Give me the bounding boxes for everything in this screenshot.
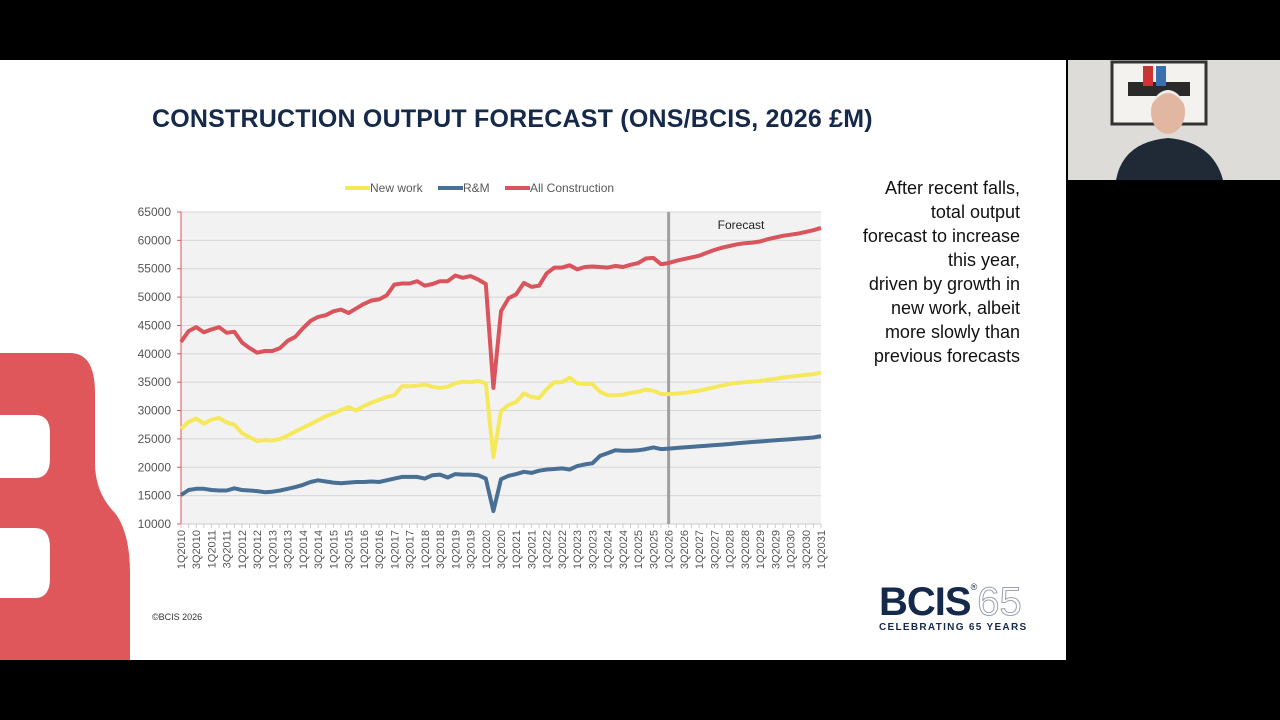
chart-legend: New work R&M All Construction [345,181,614,195]
commentary-line: driven by growth in [868,274,1020,294]
x-tick-label: 3Q2029 [770,530,782,569]
commentary-line: previous forecasts [873,346,1020,366]
x-tick-label: 3Q2018 [435,530,447,569]
x-tick-label: 3Q2011 [222,530,234,568]
x-tick-label: 1Q2029 [755,530,767,569]
x-tick-label: 3Q2019 [466,530,478,569]
side-commentary: After recent falls, total output forecas… [820,176,1020,368]
x-tick-label: 3Q2024 [618,530,630,569]
x-tick-label: 3Q2026 [679,530,691,569]
x-tick-label: 3Q2010 [191,530,203,569]
x-tick-label: 3Q2028 [740,530,752,569]
x-tick-label: 1Q2015 [328,530,340,569]
x-tick-label: 3Q2027 [709,530,721,569]
x-tick-label: 3Q2012 [252,530,264,569]
commentary-line: After recent falls, [884,178,1020,198]
x-tick-label: 1Q2023 [572,530,584,569]
logo-tagline: CELEBRATING 65 YEARS [879,622,1028,633]
plot-background [181,212,821,524]
copyright-text: ©BCIS 2026 [152,612,203,622]
x-tick-label: 1Q2024 [603,530,615,569]
plot-area: 10000 15000 20000 25000 30000 35000 40000 45000… [138,205,828,569]
x-tick-label: 3Q2022 [557,530,569,569]
bcis-logo: BCIS®65 CELEBRATING 65 YEARS [879,580,1039,634]
y-tick-label: 40000 [138,347,172,361]
x-tick-label: 1Q2012 [237,530,249,569]
logo-number: 65 [977,580,1022,624]
x-tick-label: 3Q2021 [526,530,538,569]
presentation-slide: CONSTRUCTION OUTPUT FORECAST (ONS/BCIS, … [0,60,1066,660]
x-tick-label: 1Q2020 [481,530,493,569]
y-tick-label: 25000 [138,432,172,446]
x-tick-label: 1Q2030 [786,530,798,569]
forecast-label: Forecast [718,218,765,232]
x-tick-label: 3Q2014 [313,530,325,569]
legend-label: All Construction [530,181,614,195]
y-tick-label: 65000 [138,205,172,219]
x-tick-label: 1Q2010 [176,530,188,569]
bcis-brand-b-shape [0,353,130,660]
x-tick-label: 1Q2025 [633,530,645,569]
x-tick-label: 1Q2014 [298,530,310,569]
commentary-line: total output [930,202,1020,222]
legend-label: R&M [463,181,490,195]
x-tick-label: 3Q2015 [344,530,356,569]
y-tick-label: 45000 [138,318,172,332]
x-tick-label: 1Q2017 [389,530,401,569]
x-tick-label: 3Q2030 [801,530,813,569]
logo-word: BCIS [879,580,972,624]
x-tick-label: 3Q2025 [648,530,660,569]
registered-mark: ® [970,582,978,592]
x-tick-label: 1Q2028 [725,530,737,569]
y-tick-label: 30000 [138,404,172,418]
x-tick-label: 1Q2027 [694,530,706,569]
x-tick-label: 3Q2023 [587,530,599,569]
y-tick-label: 10000 [138,517,172,531]
y-tick-label: 15000 [138,489,172,503]
commentary-line: this year, [947,250,1020,270]
legend-label: New work [370,181,424,195]
y-tick-label: 35000 [138,375,172,389]
x-tick-label: 1Q2022 [542,530,554,569]
commentary-line: new work, albeit [890,298,1020,318]
x-tick-label: 1Q2026 [664,530,676,569]
presenter-webcam [1068,60,1280,180]
output-forecast-chart: New work R&M All Construction 10000 15000 20… [138,181,828,569]
y-tick-label: 20000 [138,460,172,474]
x-tick-label: 1Q2013 [267,530,279,569]
x-tick-label: 1Q2018 [420,530,432,569]
x-tick-label: 3Q2020 [496,530,508,569]
x-tick-label: 1Q2016 [359,530,371,569]
presenter-video-icon [1068,60,1280,180]
y-tick-label: 55000 [138,262,172,276]
x-tick-label: 3Q2013 [283,530,295,569]
x-tick-label: 1Q2031 [816,530,828,569]
slide-title: CONSTRUCTION OUTPUT FORECAST (ONS/BCIS, … [152,105,873,133]
commentary-line: more slowly than [884,322,1020,342]
x-tick-label: 3Q2017 [405,530,417,569]
commentary-line: forecast to increase [862,226,1020,246]
x-tick-label: 1Q2011 [206,530,218,568]
x-tick-label: 3Q2016 [374,530,386,569]
x-tick-label: 1Q2021 [511,530,523,569]
y-tick-label: 50000 [138,290,172,304]
x-tick-label: 1Q2019 [450,530,462,569]
y-tick-label: 60000 [138,233,172,247]
